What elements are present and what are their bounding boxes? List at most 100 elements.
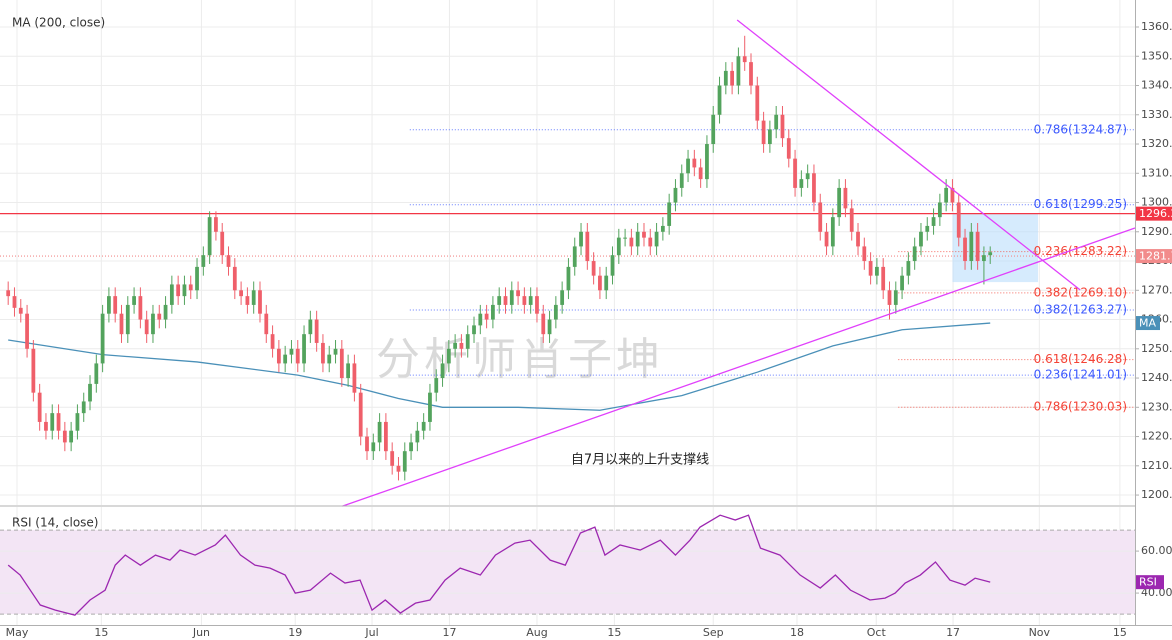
- candle-body: [843, 187, 848, 209]
- candle-body: [138, 296, 143, 320]
- candle-body: [761, 120, 766, 145]
- fib-label: 0.786(1230.03): [1034, 400, 1127, 414]
- candle-body: [598, 275, 602, 291]
- candle-body: [730, 70, 735, 86]
- candle-body: [62, 430, 67, 443]
- candle-body: [459, 342, 464, 349]
- candle-body: [692, 158, 697, 168]
- candle-body: [119, 313, 124, 335]
- candle-body: [365, 436, 369, 452]
- x-tick-label: 17: [442, 626, 456, 639]
- price-level-badge: 1296.2: [1139, 207, 1172, 220]
- candle-body: [18, 307, 23, 314]
- trend-line: [342, 227, 1136, 507]
- trend-line: [736, 19, 1081, 291]
- candle-body: [912, 246, 917, 262]
- candle-body: [629, 237, 634, 247]
- annotation: 自7月以来的上升支撑线: [571, 452, 709, 468]
- candle-body: [302, 334, 306, 364]
- candle-body: [409, 442, 413, 452]
- candle-body: [245, 296, 250, 305]
- candle-body: [975, 231, 980, 262]
- x-tick-label: 19: [288, 626, 302, 639]
- candle-body: [258, 290, 262, 314]
- candle-body: [377, 421, 382, 443]
- candle-body: [535, 296, 539, 314]
- candle-body: [509, 290, 514, 305]
- candle-body: [736, 56, 741, 86]
- watermark: 分析师肖子坤: [376, 334, 664, 385]
- candle-body: [749, 62, 753, 86]
- candle-body: [6, 290, 11, 297]
- overlay: 1200.01210.01220.01230.01240.01250.01260…: [6, 20, 1172, 639]
- candle-body: [201, 255, 206, 267]
- y-tick-label: 1340.0: [1141, 79, 1172, 92]
- candle-body: [31, 348, 36, 393]
- x-tick-label: 18: [790, 626, 804, 639]
- candle-body: [686, 158, 690, 174]
- y-tick-label: 1330.0: [1141, 108, 1172, 121]
- candle-body: [56, 413, 61, 431]
- candle-body: [887, 290, 892, 305]
- candle-body: [610, 255, 615, 276]
- candle-body: [642, 231, 646, 238]
- y-tick-label: 1310.0: [1141, 166, 1172, 179]
- candle-body: [925, 225, 930, 232]
- candle-body: [988, 252, 993, 256]
- candle-body: [44, 421, 48, 431]
- candle-body: [69, 430, 74, 443]
- candle-body: [774, 114, 779, 130]
- candle-body: [358, 392, 363, 437]
- candle-body: [415, 430, 420, 443]
- candle-body: [132, 296, 136, 305]
- candle-body: [698, 167, 703, 180]
- candle-body: [226, 255, 231, 267]
- candle-body: [579, 231, 583, 247]
- candle-body: [232, 266, 237, 291]
- candle-body: [144, 319, 149, 335]
- candle-body: [862, 246, 867, 262]
- candle-body: [868, 261, 873, 276]
- candle-body: [352, 363, 357, 393]
- candle-body: [75, 413, 80, 431]
- candle-body: [673, 187, 678, 203]
- legend-title: MA (200, close): [12, 16, 105, 30]
- candle-body: [188, 284, 193, 291]
- candle-body: [660, 225, 665, 232]
- candle-body: [786, 138, 791, 159]
- candle-body: [566, 266, 571, 291]
- candle-body: [289, 348, 294, 355]
- rsi-band: [0, 530, 1135, 615]
- candle-body: [321, 342, 325, 364]
- x-tick-label: 15: [607, 626, 621, 639]
- candle-body: [182, 284, 187, 297]
- candle-body: [799, 179, 804, 188]
- candle-body: [396, 465, 401, 472]
- candle-body: [648, 237, 653, 247]
- candle-body: [195, 266, 199, 291]
- y-tick-label: 1240.0: [1141, 371, 1172, 384]
- candle-body: [937, 202, 942, 218]
- candle-body: [723, 70, 728, 86]
- candle-body: [780, 114, 785, 139]
- candle-body: [881, 266, 886, 291]
- ma-badge-bg: [1136, 316, 1160, 331]
- fib-label: 0.618(1246.28): [1034, 352, 1127, 366]
- candle-body: [88, 383, 92, 402]
- candle-body: [906, 261, 911, 276]
- candle-body: [484, 313, 489, 320]
- ma-line: [8, 322, 991, 411]
- candle-body: [371, 442, 376, 452]
- x-tick-label: 17: [946, 626, 960, 639]
- candle-body: [541, 313, 546, 335]
- fib-label: 0.618(1299.25): [1034, 197, 1127, 211]
- legend-title: RSI (14, close): [12, 516, 98, 530]
- ma-badge: MA: [1139, 317, 1156, 330]
- candle-body: [654, 231, 659, 247]
- y-tick-label: 1350.0: [1141, 49, 1172, 62]
- y-tick-label: 1210.0: [1141, 459, 1172, 472]
- rsi-panel: RSI (14, close): [0, 507, 1135, 625]
- candle-body: [421, 421, 426, 431]
- candle-body: [81, 401, 86, 414]
- x-tick-label: 15: [94, 626, 108, 639]
